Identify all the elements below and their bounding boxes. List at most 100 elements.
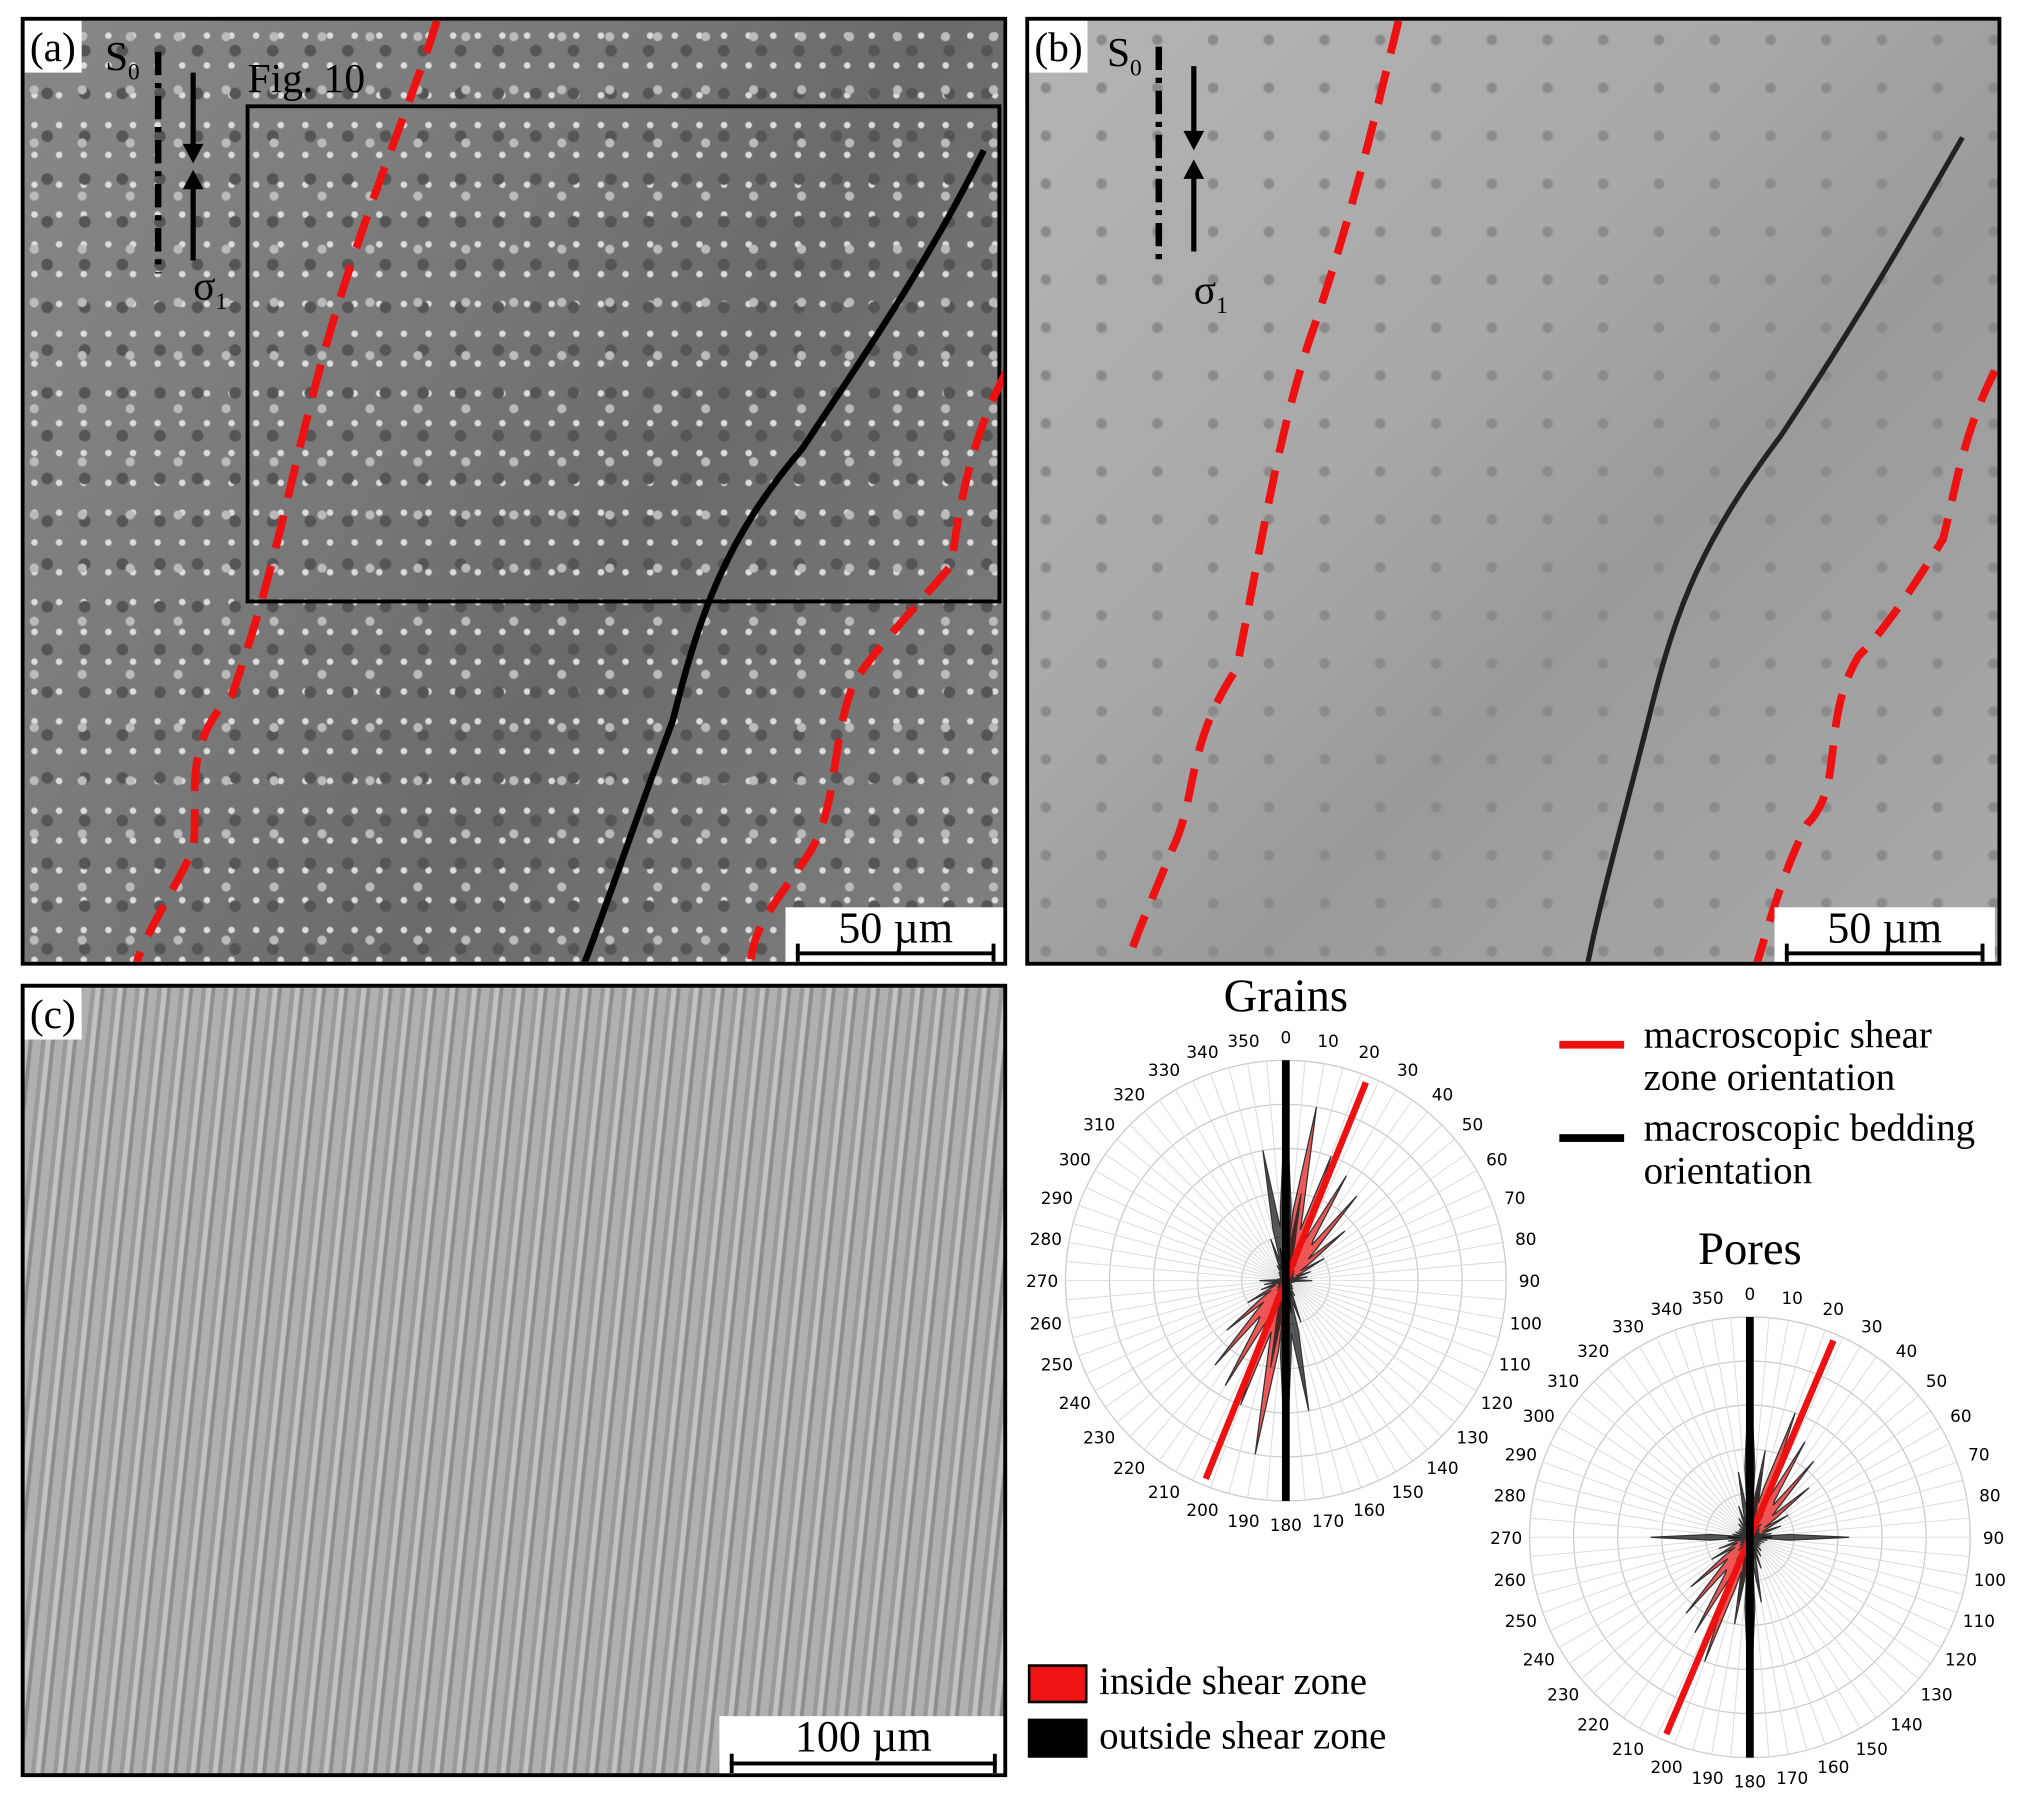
fracture (1585, 136, 1965, 962)
angle-tick-label: 340 (1186, 1042, 1218, 1062)
grid-spoke (1285, 1153, 1467, 1282)
angle-tick-label: 120 (1481, 1393, 1513, 1413)
grid-spoke (1749, 1461, 1958, 1538)
angle-tick-label: 30 (1397, 1060, 1418, 1080)
angle-tick-label: 20 (1822, 1299, 1843, 1319)
grid-spoke (1285, 1280, 1503, 1320)
angle-tick-label: 160 (1353, 1500, 1385, 1520)
s0-label: S0 (105, 31, 140, 96)
sigma-text: σ (193, 261, 216, 309)
grid-spoke (1094, 1170, 1287, 1282)
grid-spoke (1623, 1356, 1751, 1538)
legend-outside-swatch (1027, 1718, 1088, 1758)
angle-tick-label: 220 (1113, 1458, 1145, 1478)
grid-spoke (1072, 1223, 1286, 1282)
angle-tick-label: 0 (1745, 1284, 1756, 1304)
legend-bedding-l2: orientation (1643, 1149, 1813, 1193)
grid-spoke (1749, 1536, 1877, 1719)
grid-spoke (1580, 1395, 1751, 1538)
panel-a-sem-image: (a) S0 σ1 Fig. 10 50 µm (20, 16, 1008, 966)
angle-tick-label: 70 (1968, 1444, 1989, 1464)
scale-bar-line (795, 943, 996, 962)
angle-tick-label: 220 (1577, 1714, 1609, 1734)
shear-zone-boundary-right (1753, 368, 1998, 962)
angle-tick-label: 170 (1312, 1511, 1344, 1531)
legend-bedding-line (1559, 1134, 1625, 1142)
grid-spoke (1674, 1330, 1751, 1538)
grid-spoke (1066, 1280, 1286, 1301)
angle-tick-label: 320 (1113, 1084, 1145, 1104)
grid-spoke (1749, 1537, 1826, 1745)
angle-tick-label: 230 (1083, 1428, 1115, 1448)
angle-tick-label: 110 (1963, 1611, 1995, 1631)
angle-tick-label: 150 (1392, 1482, 1424, 1502)
angle-tick-label: 300 (1523, 1406, 1555, 1426)
legend-bedding-l1: macroscopic bedding (1643, 1106, 1976, 1150)
scale-bar-label: 50 µm (1827, 904, 1943, 953)
angle-tick-label: 50 (1926, 1371, 1947, 1391)
angle-tick-label: 290 (1041, 1188, 1073, 1208)
grid-spoke (1749, 1443, 1950, 1538)
angle-tick-label: 10 (1317, 1031, 1338, 1051)
angle-tick-label: 60 (1950, 1406, 1971, 1426)
angle-tick-label: 190 (1691, 1768, 1723, 1788)
grid-spoke (1285, 1280, 1499, 1339)
grid-spoke (1072, 1280, 1286, 1339)
grid-spoke (1749, 1536, 1958, 1614)
inset-label: Fig. 10 (247, 54, 366, 102)
angle-tick-label: 90 (1983, 1528, 2004, 1548)
grid-spoke (1749, 1537, 1861, 1729)
grid-spoke (1285, 1204, 1494, 1282)
grid-spoke (1536, 1536, 1751, 1595)
grid-spoke (1085, 1280, 1287, 1375)
angle-tick-label: 270 (1491, 1528, 1523, 1548)
angle-tick-label: 100 (1510, 1313, 1542, 1333)
angle-tick-label: 230 (1547, 1684, 1579, 1704)
grid-spoke (1285, 1187, 1486, 1282)
panel-b-label: (b) (1029, 20, 1088, 73)
angle-tick-label: 300 (1059, 1149, 1091, 1169)
angle-tick-label: 100 (1974, 1570, 2006, 1590)
grid-spoke (1285, 1280, 1413, 1462)
angle-tick-label: 280 (1030, 1229, 1062, 1249)
angle-tick-label: 180 (1270, 1515, 1302, 1535)
angle-tick-label: 120 (1945, 1650, 1977, 1670)
angle-tick-label: 240 (1523, 1650, 1555, 1670)
angle-tick-label: 170 (1776, 1768, 1808, 1788)
angle-tick-label: 140 (1890, 1714, 1922, 1734)
grid-spoke (1129, 1124, 1287, 1282)
grid-spoke (1285, 1280, 1380, 1481)
angle-tick-label: 310 (1083, 1114, 1115, 1134)
grid-spoke (1542, 1536, 1751, 1614)
grid-spoke (1749, 1537, 1808, 1751)
sigma-sub: 1 (1216, 292, 1228, 319)
angle-tick-label: 280 (1494, 1485, 1526, 1505)
grid-spoke (1549, 1443, 1751, 1538)
angle-tick-label: 210 (1612, 1739, 1644, 1759)
grid-spoke (1192, 1080, 1287, 1281)
grid-spoke (1569, 1536, 1751, 1665)
angle-tick-label: 330 (1612, 1317, 1644, 1337)
s0-text: S (1106, 28, 1131, 76)
grid-spoke (1607, 1368, 1751, 1538)
grid-spoke (1749, 1537, 1844, 1738)
grid-spoke (1749, 1410, 1931, 1538)
grid-spoke (1285, 1280, 1428, 1450)
grid-spoke (1085, 1187, 1287, 1282)
grid-spoke (1068, 1241, 1286, 1282)
grid-spoke (1542, 1461, 1751, 1538)
panel-a-overlay (132, 20, 1004, 962)
grid-spoke (1285, 1280, 1494, 1357)
angle-tick-label: 250 (1505, 1611, 1537, 1631)
panel-a-label: (a) (24, 20, 82, 73)
grid-spoke (1558, 1426, 1751, 1538)
grid-spoke (1285, 1223, 1499, 1282)
scale-bar-line (729, 1753, 997, 1774)
grid-spoke (1068, 1280, 1286, 1320)
scale-bar-label: 50 µm (838, 904, 954, 953)
grid-spoke (1143, 1111, 1287, 1281)
angle-tick-label: 60 (1486, 1149, 1507, 1169)
grid-spoke (1078, 1280, 1287, 1357)
